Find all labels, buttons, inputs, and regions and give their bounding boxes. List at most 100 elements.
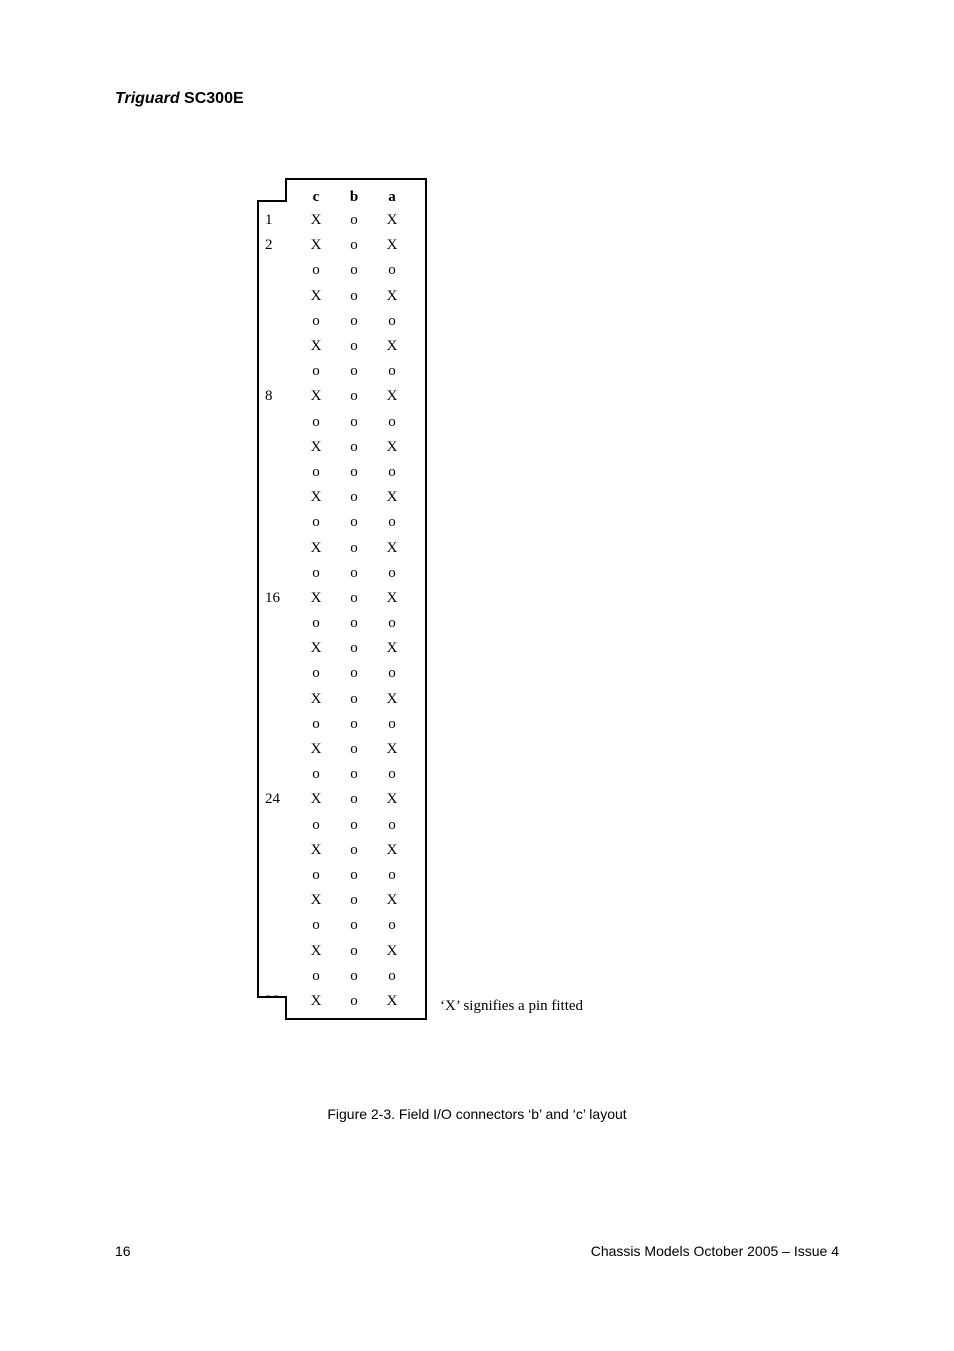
pin-empty: o [373,766,411,783]
pin-empty: o [373,565,411,582]
pin-fitted: X [373,691,411,708]
pin-row: XoX [259,485,425,510]
pin-fitted: X [373,237,411,254]
pin-fitted: X [297,388,335,405]
pin-empty: o [297,464,335,481]
pin-row: ooo [259,712,425,737]
pin-row: ooo [259,510,425,535]
pin-empty: o [373,363,411,380]
pin-empty: o [373,414,411,431]
pin-row: XoX [259,284,425,309]
pin-row: XoX [259,938,425,963]
pin-fitted: X [297,691,335,708]
pin-fitted: X [373,943,411,960]
pin-fitted: X [297,791,335,808]
pin-empty: o [373,867,411,884]
page-title: Triguard SC300E [115,90,244,108]
page-number: 16 [115,1243,131,1259]
pin-rows-container: 1XoX2XoXoooXoXoooXoXooo8XoXoooXoXoooXoXo… [259,208,425,1014]
row-number: 2 [259,237,297,254]
pin-fitted: X [373,842,411,859]
title-italic: Triguard [115,90,180,107]
pin-empty: o [297,615,335,632]
pin-empty: o [335,766,373,783]
pin-empty: o [335,262,373,279]
row-number: 8 [259,388,297,405]
pin-empty: o [335,741,373,758]
header-b: b [335,189,373,206]
pin-row: XoX [259,334,425,359]
pin-row: ooo [259,410,425,435]
pin-empty: o [335,388,373,405]
pin-empty: o [335,968,373,985]
pin-row: ooo [259,964,425,989]
pin-empty: o [297,363,335,380]
pin-fitted: X [373,741,411,758]
pin-row: XoX [259,737,425,762]
pin-empty: o [297,867,335,884]
pin-empty: o [297,817,335,834]
row-number: 24 [259,791,297,808]
pin-empty: o [335,867,373,884]
row-number: 16 [259,590,297,607]
pin-empty: o [335,665,373,682]
pin-fitted: X [297,439,335,456]
pin-empty: o [373,262,411,279]
pin-empty: o [373,817,411,834]
pin-row: XoX [259,636,425,661]
pin-fitted: X [297,892,335,909]
pin-fitted: X [373,288,411,305]
pin-fitted: X [297,237,335,254]
pin-fitted: X [373,388,411,405]
pin-row: ooo [259,359,425,384]
pin-row: ooo [259,813,425,838]
pin-empty: o [335,313,373,330]
pin-empty: o [335,464,373,481]
pin-empty: o [335,716,373,733]
pin-empty: o [335,514,373,531]
pin-fitted: X [297,590,335,607]
pin-empty: o [373,464,411,481]
row-number: 1 [259,212,297,229]
pin-empty: o [297,968,335,985]
pin-row: ooo [259,762,425,787]
pin-empty: o [335,943,373,960]
pin-fitted: X [297,993,335,1010]
pin-empty: o [297,514,335,531]
notch-top [257,178,287,202]
pin-row: 1XoX [259,208,425,233]
pin-row: XoX [259,888,425,913]
pin-empty: o [335,414,373,431]
pin-fitted: X [373,540,411,557]
pin-empty: o [335,993,373,1010]
pin-empty: o [297,565,335,582]
pin-empty: o [297,414,335,431]
pin-fitted: X [373,640,411,657]
legend-text: ‘X’ signifies a pin fitted [440,998,583,1015]
pin-empty: o [297,262,335,279]
connector-diagram: c b a 1XoX2XoXoooXoXoooXoXooo8XoXoooXoXo… [257,178,427,1020]
pin-empty: o [297,313,335,330]
pin-fitted: X [297,741,335,758]
pin-fitted: X [297,943,335,960]
header-a: a [373,189,411,206]
pin-row: XoX [259,435,425,460]
pin-empty: o [335,842,373,859]
pin-empty: o [297,716,335,733]
pin-row: 8XoX [259,384,425,409]
pin-empty: o [335,691,373,708]
pin-empty: o [335,817,373,834]
pin-empty: o [335,338,373,355]
pin-fitted: X [297,640,335,657]
pin-row: ooo [259,661,425,686]
pin-empty: o [335,540,373,557]
pin-row: ooo [259,258,425,283]
pin-fitted: X [373,892,411,909]
figure-caption: Figure 2-3. Field I/O connectors ‘b’ and… [0,1106,954,1122]
pin-fitted: X [297,540,335,557]
pin-empty: o [335,363,373,380]
pin-fitted: X [373,439,411,456]
pin-fitted: X [373,993,411,1010]
pin-row: 24XoX [259,787,425,812]
pin-empty: o [335,590,373,607]
